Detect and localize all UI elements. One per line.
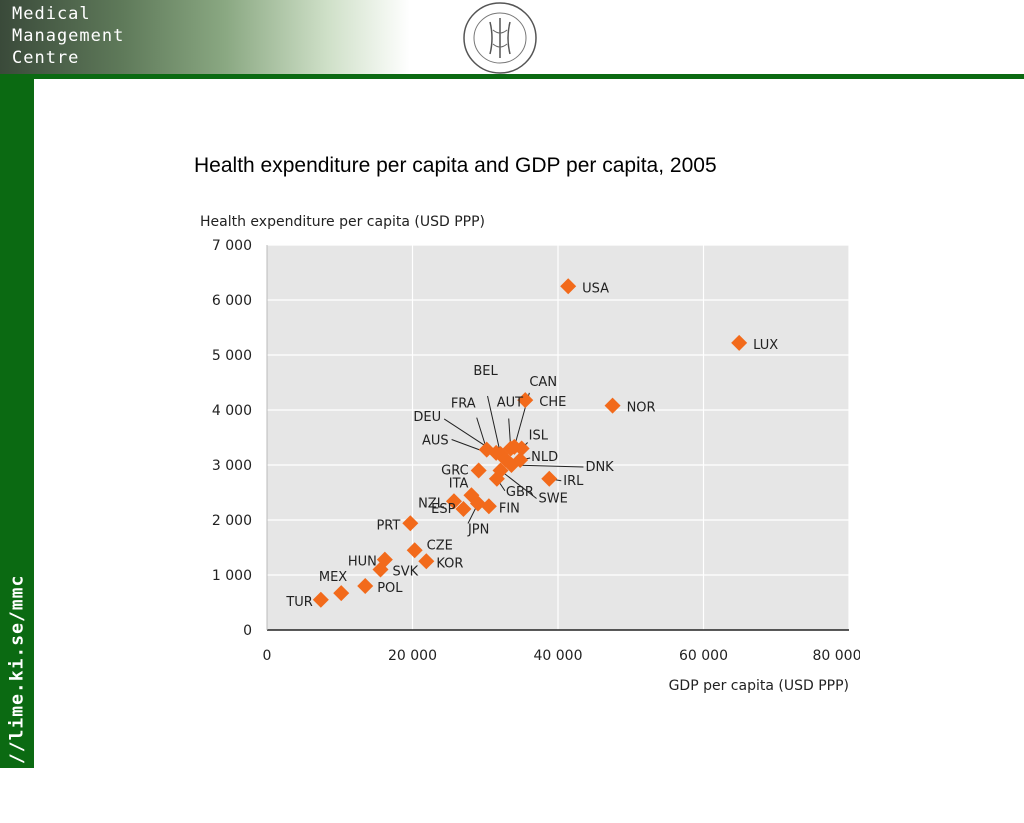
- institute-seal-logo: [463, 2, 537, 74]
- point-pol: [357, 578, 374, 594]
- y-tick-label: 5 000: [212, 348, 252, 364]
- x-axis-label: GDP per capita (USD PPP): [669, 678, 849, 694]
- label-nld: NLD: [531, 450, 558, 465]
- label-pol: POL: [377, 581, 403, 596]
- x-tick-label: 40 000: [534, 648, 583, 664]
- data-points: [312, 278, 748, 608]
- point-irl: [541, 470, 558, 487]
- label-mex: MEX: [319, 570, 347, 585]
- header-divider: [0, 74, 1024, 79]
- label-svk: SVK: [392, 565, 418, 580]
- point-swe: [492, 462, 509, 479]
- point-fin: [480, 498, 497, 515]
- label-dnk: DNK: [585, 460, 614, 475]
- label-tur: TUR: [285, 595, 313, 610]
- label-fin: FIN: [499, 501, 520, 516]
- sidebar: http://lime.ki.se/mmc: [0, 79, 34, 823]
- grid-lines: [267, 244, 850, 630]
- label-usa: USA: [582, 281, 609, 296]
- point-nzl: [445, 493, 462, 510]
- point-lux: [731, 334, 748, 351]
- point-nor: [604, 397, 621, 414]
- label-ita: ITA: [449, 476, 469, 491]
- label-nor: NOR: [627, 401, 656, 416]
- x-tick-label: 20 000: [388, 648, 437, 664]
- y-tick-label: 6 000: [212, 293, 252, 309]
- x-tick-label: 60 000: [679, 648, 728, 664]
- label-aus: AUS: [422, 434, 449, 449]
- label-lux: LUX: [753, 338, 778, 353]
- point-dnk: [503, 457, 520, 473]
- point-usa: [560, 278, 577, 295]
- brand-banner: Medical Management Centre: [0, 0, 410, 74]
- label-kor: KOR: [436, 556, 463, 571]
- scatter-chart: 0 1 000 2 000 3 000 4 000 5 000 6 000 7 000 0 20 …: [200, 214, 860, 694]
- label-hun: HUN: [348, 555, 377, 570]
- leader-dnk: [511, 464, 584, 468]
- leader-bel: [487, 395, 502, 455]
- point-tur: [312, 591, 329, 608]
- point-prt: [402, 515, 419, 532]
- y-tick-label: 1 000: [212, 568, 252, 584]
- label-aut: AUT: [497, 396, 523, 411]
- tick-labels: 0 1 000 2 000 3 000 4 000 5 000 6 000 7 000 0 20 …: [212, 238, 860, 664]
- label-deu: DEU: [413, 410, 441, 425]
- label-isl: ISL: [529, 429, 549, 444]
- point-kor: [418, 553, 435, 570]
- label-esp: ESP: [431, 502, 455, 517]
- label-irl: IRL: [563, 474, 584, 489]
- slide-title: Health expenditure per capita and GDP pe…: [194, 154, 717, 177]
- label-grc: GRC: [441, 464, 469, 479]
- leader-swe: [500, 470, 537, 499]
- point-che: [517, 392, 534, 409]
- brand-line-3: Centre: [12, 48, 80, 68]
- point-esp: [455, 501, 472, 517]
- label-fra: FRA: [451, 397, 476, 412]
- x-tick-label: 80 000: [813, 648, 861, 664]
- label-gbr: GBR: [506, 485, 534, 500]
- label-che: CHE: [539, 395, 566, 410]
- sidebar-url-text: http://lime.ki.se/mmc: [6, 574, 28, 823]
- slide-header: Medical Management Centre: [0, 0, 1024, 74]
- y-axis-label: Health expenditure per capita (USD PPP): [200, 214, 485, 230]
- brand-text: Medical Management Centre: [12, 3, 124, 69]
- label-cze: CZE: [427, 538, 453, 553]
- point-cze: [406, 542, 423, 559]
- point-mex: [333, 585, 350, 602]
- y-tick-label: 0: [243, 623, 252, 639]
- label-swe: SWE: [539, 492, 568, 507]
- brand-line-2: Management: [12, 26, 125, 46]
- y-tick-label: 3 000: [212, 458, 252, 474]
- label-nzl: NZL: [418, 496, 445, 511]
- point-isl: [513, 440, 530, 457]
- y-tick-label: 4 000: [212, 403, 252, 419]
- point-labels: USA LUX NOR CHE BEL AUT CAN FRA DEU ISL AUS NLD DNK G…: [285, 281, 778, 610]
- point-jpn: [469, 495, 486, 512]
- point-svk: [372, 561, 389, 578]
- label-bel: BEL: [473, 364, 498, 379]
- label-prt: PRT: [376, 518, 400, 533]
- y-tick-label: 7 000: [212, 238, 252, 254]
- point-deu: [488, 444, 505, 461]
- label-can: CAN: [529, 375, 557, 390]
- brand-line-1: Medical: [12, 4, 91, 24]
- axes: [266, 245, 849, 631]
- y-tick-label: 2 000: [212, 513, 252, 529]
- point-grc: [470, 462, 487, 479]
- x-tick-label: 0: [263, 648, 272, 664]
- label-jpn: JPN: [467, 523, 489, 538]
